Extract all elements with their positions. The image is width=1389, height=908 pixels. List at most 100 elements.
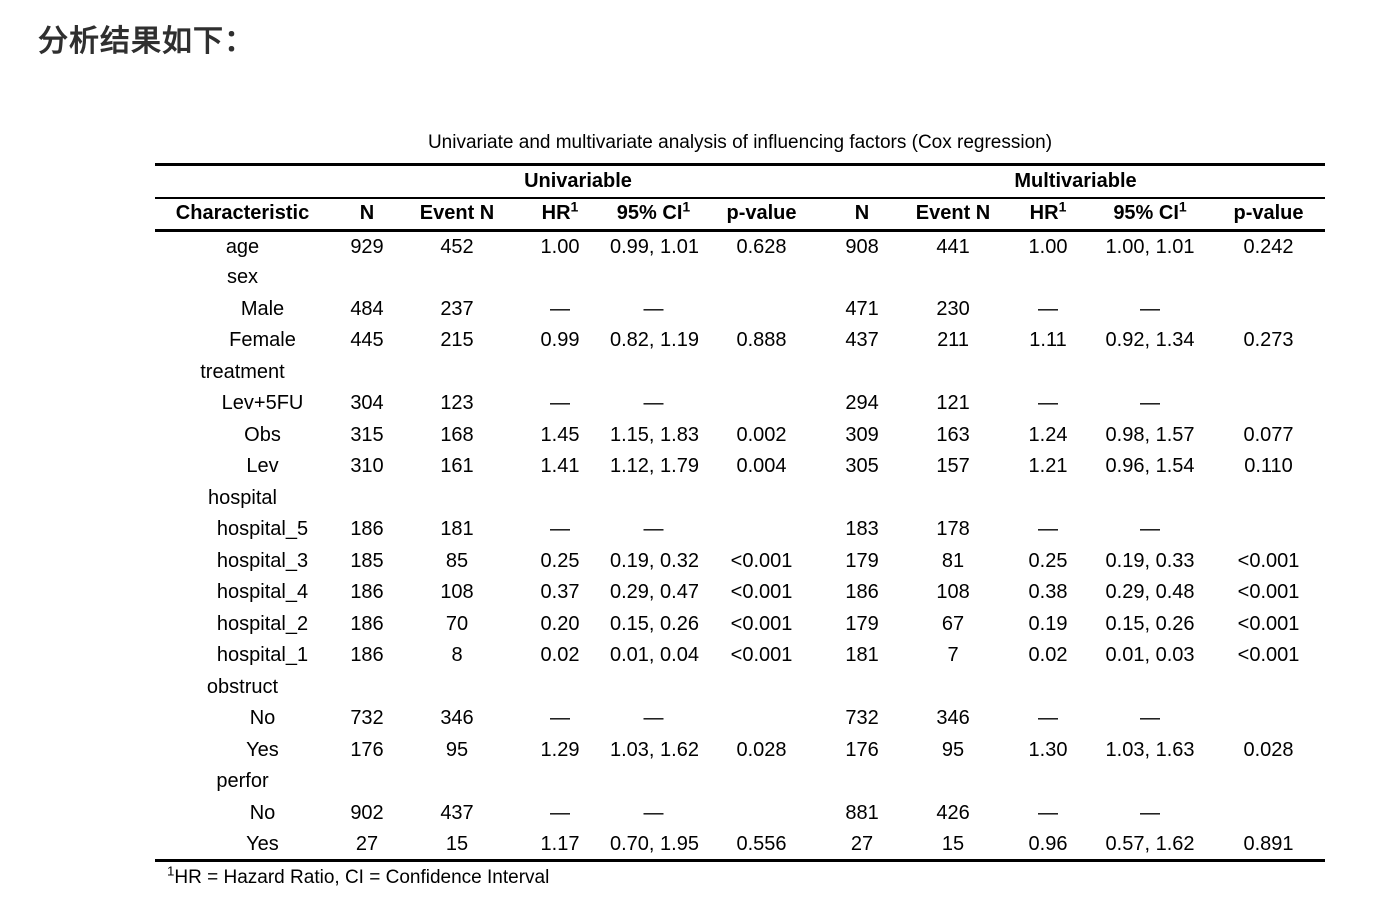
- table-cell: 95: [445, 738, 469, 761]
- table-cell: 0.92, 1.34: [1105, 329, 1195, 352]
- table-cell: 0.96, 1.54: [1105, 455, 1195, 478]
- column-header-row: Characteristic N Event N HR1 95% CI1 p-v…: [155, 197, 1326, 232]
- table-row: No 732 346 — — 732 346 — —: [155, 703, 1325, 735]
- hr-footnote-marker: 1: [570, 198, 579, 215]
- table-cell: 315: [350, 423, 384, 446]
- table-cell: 1.00: [1028, 235, 1068, 258]
- table-cell: 181: [440, 518, 474, 541]
- table-cell: 732: [845, 707, 879, 730]
- table-cell: [1212, 798, 1325, 830]
- table-row: Yes 176 95 1.29 1.03, 1.62 0.028 176 95 1.30 1.03…: [155, 735, 1325, 767]
- table-cell: [697, 798, 826, 830]
- table-cell: 1.41: [540, 455, 580, 478]
- table-cell: 183: [845, 518, 879, 541]
- table-cell: 81: [941, 549, 965, 572]
- table-cell: 294: [845, 392, 879, 415]
- table-cell: 310: [350, 455, 384, 478]
- table-cell: [697, 703, 826, 735]
- table-cell: [898, 483, 1008, 515]
- table-cell: —: [643, 392, 664, 415]
- table-cell: [330, 672, 404, 704]
- table-cell: [697, 766, 826, 798]
- table-cell: 0.02: [1028, 644, 1068, 667]
- table-cell: 1.45: [540, 423, 580, 446]
- table-cell: [697, 514, 826, 546]
- table-cell: 0.077: [1243, 423, 1294, 446]
- table-cell: 0.99, 1.01: [610, 235, 699, 258]
- col-header-event-n-multi: Event N: [898, 197, 1009, 232]
- table-cell: —: [643, 801, 664, 824]
- col-header-characteristic: Characteristic: [155, 197, 330, 232]
- table-cell: 1.11: [1029, 329, 1067, 352]
- table-cell: —: [1038, 801, 1059, 824]
- row-label: perfor: [216, 770, 269, 793]
- row-label: No: [249, 707, 276, 730]
- table-cell: [330, 357, 404, 389]
- row-label: hospital_5: [216, 518, 309, 541]
- table-cell: [1212, 357, 1325, 389]
- hr-footnote-marker: 1: [1058, 198, 1067, 215]
- table-cell: [826, 483, 898, 515]
- table-cell: 0.242: [1243, 235, 1294, 258]
- row-label: Yes: [246, 832, 279, 855]
- page-title: 分析结果如下：: [38, 25, 255, 58]
- table-cell: —: [550, 297, 570, 320]
- table-row: hospital: [155, 483, 1325, 515]
- table-cell: 179: [845, 549, 879, 572]
- row-label: Yes: [246, 738, 279, 761]
- table-cell: [1008, 766, 1088, 798]
- table-cell: [1088, 262, 1212, 294]
- footnote-text: HR = Hazard Ratio, CI = Confidence Inter…: [174, 867, 550, 888]
- table-cell: [826, 672, 898, 704]
- table-row: Female 445 215 0.99 0.82, 1.19 0.888 437 211 1.1…: [155, 325, 1325, 357]
- table-cell: 0.29, 0.48: [1105, 581, 1195, 604]
- table-body: age 929 452 1.00 0.99, 1.01 0.628 908 441 1.00 1.…: [155, 231, 1325, 861]
- table-cell: 121: [936, 392, 970, 415]
- table-cell: 1.30: [1028, 738, 1068, 761]
- table-cell: 0.25: [1028, 549, 1068, 572]
- table-cell: 1.17: [540, 832, 580, 855]
- table-cell: —: [550, 801, 570, 824]
- table-cell: 0.888: [736, 329, 787, 352]
- table-cell: [1212, 388, 1325, 420]
- table-cell: 0.556: [736, 832, 787, 855]
- table-cell: <0.001: [1237, 549, 1300, 572]
- table-row: Obs 315 168 1.45 1.15, 1.83 0.002 309 163 1.24 0.…: [155, 420, 1325, 452]
- table-cell: 1.21: [1028, 455, 1068, 478]
- table-cell: [898, 262, 1008, 294]
- table-cell: 27: [850, 832, 874, 855]
- table-cell: 0.70, 1.95: [610, 832, 699, 855]
- table-cell: 181: [845, 644, 879, 667]
- table-cell: 452: [440, 235, 474, 258]
- table-cell: 108: [936, 581, 970, 604]
- col-header-pvalue-multi: p-value: [1212, 197, 1326, 232]
- table-cell: 176: [845, 738, 879, 761]
- table-cell: [510, 357, 610, 389]
- table-cell: 0.38: [1028, 581, 1068, 604]
- table-cell: 0.028: [1243, 738, 1294, 761]
- table-cell: 304: [350, 392, 384, 415]
- table-cell: [1088, 483, 1212, 515]
- row-label: Lev+5FU: [221, 392, 304, 415]
- table-cell: 161: [440, 455, 474, 478]
- table-row: treatment: [155, 357, 1325, 389]
- table-cell: 0.25: [540, 549, 580, 572]
- row-label: Male: [240, 297, 285, 320]
- table-cell: [898, 357, 1008, 389]
- table-cell: [404, 357, 510, 389]
- table-cell: [1008, 357, 1088, 389]
- table-cell: [1212, 294, 1325, 326]
- table-cell: —: [550, 392, 570, 415]
- table-cell: —: [643, 707, 664, 730]
- table-cell: 168: [440, 423, 474, 446]
- table-cell: 0.29, 0.47: [610, 581, 699, 604]
- table-cell: <0.001: [730, 549, 793, 572]
- row-label: No: [249, 801, 276, 824]
- col-header-n-multi: N: [826, 197, 899, 232]
- table-cell: 1.29: [540, 738, 580, 761]
- table-cell: —: [1038, 707, 1059, 730]
- table-cell: 230: [936, 297, 970, 320]
- ci-label: 95% CI: [1113, 202, 1179, 225]
- table-cell: 178: [936, 518, 970, 541]
- table-cell: 1.00: [540, 235, 580, 258]
